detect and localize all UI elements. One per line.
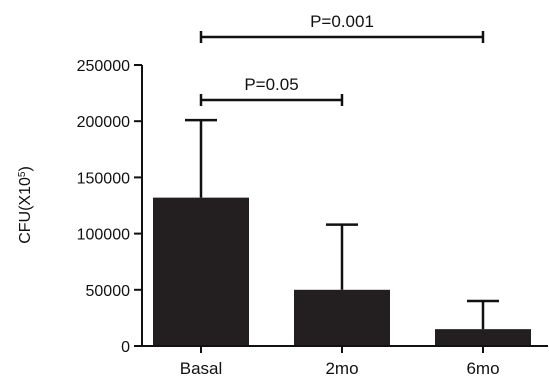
y-tick-label-0: 0 [121,339,130,356]
y-axis-label-main: CFU(X10 [17,177,34,244]
y-tick-label-50000: 50000 [86,283,131,300]
y-tick-label-250000: 250000 [77,58,130,75]
y-tick-label-150000: 150000 [77,170,130,187]
x-tick-label-6mo: 6mo [466,359,499,378]
y-tick-label-200000: 200000 [77,114,130,131]
bar-6mo [435,329,531,346]
y-axis-label-suffix: ) [17,166,34,171]
bar-2mo [294,289,390,346]
error-bars-layer [185,118,499,330]
y-axis-label: CFU(X105) [17,166,35,244]
significance-label-p-0-05: P=0.05 [244,75,298,94]
y-tick-label-100000: 100000 [77,227,130,244]
x-tick-label-basal: Basal [180,359,223,378]
significance-label-p-0-001: P=0.001 [310,12,374,31]
y-axis-label-superscript: 5 [17,171,28,177]
x-tick-label-2mo: 2mo [325,359,358,378]
significance-layer: P=0.05 P=0.001 [199,12,485,106]
bars-layer [153,197,531,346]
axes-layer: 0 50000 100000 150000 200000 250000 Basal 2mo 6m… [77,58,548,378]
bar-basal [153,197,249,346]
